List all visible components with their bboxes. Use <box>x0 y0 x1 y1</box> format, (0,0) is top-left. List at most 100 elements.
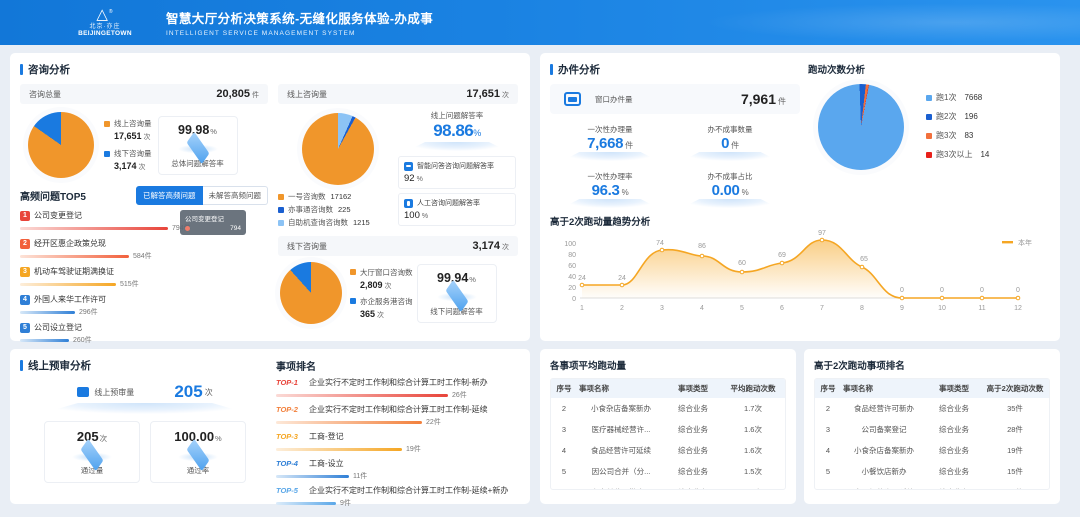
offline-rate-value: 99.94 <box>437 270 469 285</box>
cell-type: 综合业务 <box>678 467 708 476</box>
legend-label: 大厅窗口咨询数 <box>360 267 413 277</box>
legend-item: 一号咨询数 17162 <box>278 191 398 202</box>
table-row[interactable]: 3 公司备案登记 综合业务 28件 <box>815 419 1049 440</box>
col-index: 序号 <box>551 379 577 398</box>
cell-index: 2 <box>825 404 831 413</box>
smart-qa-label: 智能问答咨询问题解答率 <box>417 163 494 170</box>
legend-color-swatch <box>278 206 284 213</box>
kpi-unit: % <box>741 188 749 197</box>
cell-name: 小餐饮店新办 <box>861 467 907 476</box>
x-tick-8: 8 <box>860 305 864 312</box>
pass-count-unit: 次 <box>99 434 108 443</box>
item-name: 企业实行不定时工作制和综合计算工时工作制-新办 <box>309 378 488 387</box>
over2-table: 序号 事项名称 事项类型 高于2次跑动次数 2 食品经营许可新办 综合业务 35件 3… <box>815 379 1049 489</box>
toggle-answered-button[interactable]: 已解答高频问题 <box>136 186 203 205</box>
trend-chart-block: 高于2次跑动量趋势分析 100 80 60 40 20 0 <box>550 214 1050 318</box>
kpi-value: 0.00 <box>711 182 740 199</box>
fan-decoration <box>682 199 778 208</box>
cell-index: 4 <box>561 446 567 455</box>
prereview-pass-rate-box: 100.00% 通过率 <box>150 421 246 483</box>
legend-value: 3,174 <box>114 161 137 171</box>
legend-label: 亦企服务港咨询 <box>360 296 413 306</box>
toggle-unanswered-button[interactable]: 未解答高频问题 <box>202 186 268 205</box>
title-accent-bar <box>20 64 23 75</box>
cell-name: 小食杂店备案新办 <box>591 404 651 413</box>
processing-title-text: 办件分析 <box>558 64 600 76</box>
cell-value: 35件 <box>1007 404 1023 413</box>
cell-type: 综合业务 <box>939 446 969 455</box>
fan-decoration <box>407 142 507 151</box>
cell-index: 5 <box>825 467 831 476</box>
online-rate-value: 98.86 <box>433 121 474 140</box>
cell-type: 综合业务 <box>678 425 708 434</box>
over2-table-scroll[interactable]: 序号 事项名称 事项类型 高于2次跑动次数 2 食品经营许可新办 综合业务 35件 3… <box>814 378 1050 490</box>
value-bar <box>276 420 422 424</box>
chart-tooltip: 公司变更登记 794 <box>180 210 246 235</box>
legend-color-swatch <box>104 150 110 157</box>
fan-decoration <box>562 152 658 161</box>
cell-value: 1.6次 <box>744 425 762 434</box>
legend-color-swatch <box>926 113 932 120</box>
app-header: △® 北京·亦庄 BEIJINGETOWN 智慧大厅分析决策系统-无缝化服务体验… <box>0 0 1080 45</box>
table-row[interactable]: 2 小食杂店备案新办 综合业务 1.7次 <box>551 398 785 419</box>
cell-name: 医疗器械经营许... <box>591 425 651 434</box>
x-tick-10: 10 <box>938 305 946 312</box>
table-row[interactable]: 2 食品经营许可新办 综合业务 35件 <box>815 398 1049 419</box>
table-row[interactable]: 4 小食杂店备案新办 综合业务 19件 <box>815 440 1049 461</box>
rank-badge: 3 <box>20 266 30 277</box>
manual-qa-rate-card: 人工咨询问题解答率 100% <box>398 193 516 226</box>
window-volume-label: 窗口办件量 <box>595 94 633 104</box>
legend-unit: 次 <box>143 134 151 141</box>
item-count: 19件 <box>406 446 421 453</box>
kpi-caption: 一次性办理率 <box>587 172 633 181</box>
table-row[interactable]: 4 食品经营许可延续 综合业务 1.6次 <box>551 440 785 461</box>
x-tick-7: 7 <box>820 305 824 312</box>
rank-label: TOP-1 <box>276 378 298 387</box>
legend-value: 7668 <box>964 93 983 102</box>
top5-title: 高频问题TOP5 <box>20 192 86 203</box>
point-label-8: 65 <box>860 256 868 263</box>
table-row[interactable]: 5 因公司合并（分... 综合业务 1.5次 <box>551 461 785 482</box>
diamond-icon <box>71 438 113 472</box>
legend-value: 17,651 <box>114 131 142 141</box>
pass-count-value: 205 <box>76 429 99 444</box>
consult-total-block: 咨询总量 20,805 件 线上咨询量 17,651 次 线下咨询量 <box>20 77 268 345</box>
x-tick-4: 4 <box>700 305 704 312</box>
question-count: 296件 <box>79 309 98 316</box>
rank-label: TOP-3 <box>276 432 298 441</box>
top5-item: 5 公司设立登记 260件 <box>20 322 268 345</box>
rank-label: TOP-4 <box>276 459 298 468</box>
table-row[interactable]: 5 小餐饮店新办 综合业务 15件 <box>815 461 1049 482</box>
cell-type: 综合业务 <box>927 482 981 489</box>
prereview-card: 线上预审分析 线上预审量 205 次 205次 通过量 <box>10 349 530 507</box>
tables-row: 各事项平均跑动量 序号 事项名称 事项类型 平均跑动次数 2 小食杂店备案新办 综合… <box>540 349 1060 504</box>
legend-label: 自助机查询咨询数 <box>288 218 348 227</box>
table-row[interactable]: 3 医疗器械经营许... 综合业务 1.6次 <box>551 419 785 440</box>
fan-decoration <box>562 199 658 208</box>
cell-name: 食品经营许可延续 <box>591 446 651 455</box>
legend-item: 亦事通咨询数 225 <box>278 204 398 215</box>
table-row[interactable]: 6食品经营许可延续综合业务15件 <box>815 482 1049 489</box>
manual-qa-label: 人工咨询问题解答率 <box>417 200 480 207</box>
point-label-10: 0 <box>940 287 944 294</box>
question-name: 经开区惠企政策兑现 <box>34 239 106 248</box>
avg-runs-table-title: 各事项平均跑动量 <box>550 361 627 372</box>
item-count: 22件 <box>426 419 441 426</box>
x-tick-9: 9 <box>900 305 904 312</box>
cell-type: 综合业务 <box>939 404 969 413</box>
online-unit: 次 <box>502 92 509 99</box>
title-accent-bar <box>550 64 553 75</box>
run-count-title: 跑动次数分析 <box>808 65 866 76</box>
consultation-analysis-card: 咨询分析 咨询总量 20,805 件 线上咨询量 17,651 次 <box>10 53 530 344</box>
kpi-value: 0 <box>721 135 730 152</box>
online-rate-caption: 线上问题解答率 <box>430 111 484 120</box>
window-volume-unit: 件 <box>778 97 786 106</box>
cell-name: 在京单位通勤班... <box>577 482 665 489</box>
point-label-11: 0 <box>980 287 984 294</box>
left-column: 咨询分析 咨询总量 20,805 件 线上咨询量 17,651 次 <box>10 53 530 507</box>
over2-table-title: 高于2次跑动事项排名 <box>814 361 905 372</box>
point-label-2: 24 <box>618 275 626 282</box>
